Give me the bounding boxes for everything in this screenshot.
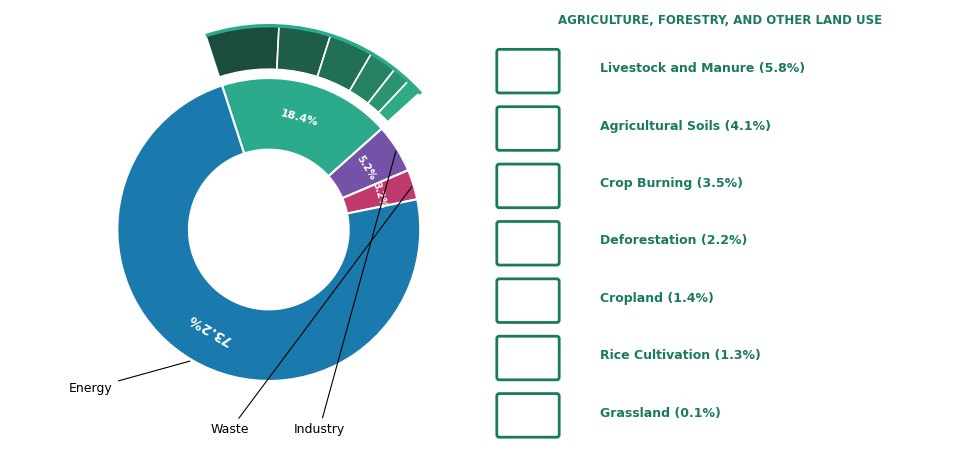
- Wedge shape: [349, 53, 395, 104]
- Text: Cropland (1.4%): Cropland (1.4%): [600, 292, 714, 305]
- Text: Rice Cultivation (1.3%): Rice Cultivation (1.3%): [600, 349, 761, 362]
- Text: Grassland (0.1%): Grassland (0.1%): [600, 407, 721, 420]
- Wedge shape: [387, 93, 420, 123]
- Text: AGRICULTURE, FORESTRY, AND OTHER LAND USE: AGRICULTURE, FORESTRY, AND OTHER LAND US…: [558, 14, 882, 27]
- Text: Livestock and Manure (5.8%): Livestock and Manure (5.8%): [600, 62, 805, 75]
- Wedge shape: [343, 170, 418, 213]
- Wedge shape: [368, 69, 408, 113]
- Text: 18.4%: 18.4%: [279, 108, 319, 128]
- Wedge shape: [117, 85, 420, 381]
- Wedge shape: [276, 26, 330, 77]
- Text: Deforestation (2.2%): Deforestation (2.2%): [600, 235, 748, 247]
- Text: Industry: Industry: [294, 151, 396, 437]
- Text: 73.2%: 73.2%: [186, 311, 235, 347]
- Wedge shape: [317, 35, 372, 91]
- Text: Energy: Energy: [69, 361, 190, 395]
- Text: Waste: Waste: [211, 187, 412, 437]
- Text: Crop Burning (3.5%): Crop Burning (3.5%): [600, 177, 743, 190]
- Wedge shape: [328, 129, 408, 198]
- Wedge shape: [378, 81, 420, 123]
- Text: 5.2%: 5.2%: [355, 153, 378, 182]
- Text: 3.2%: 3.2%: [371, 181, 388, 209]
- Wedge shape: [222, 78, 382, 176]
- Wedge shape: [205, 26, 279, 78]
- Text: Agricultural Soils (4.1%): Agricultural Soils (4.1%): [600, 120, 771, 133]
